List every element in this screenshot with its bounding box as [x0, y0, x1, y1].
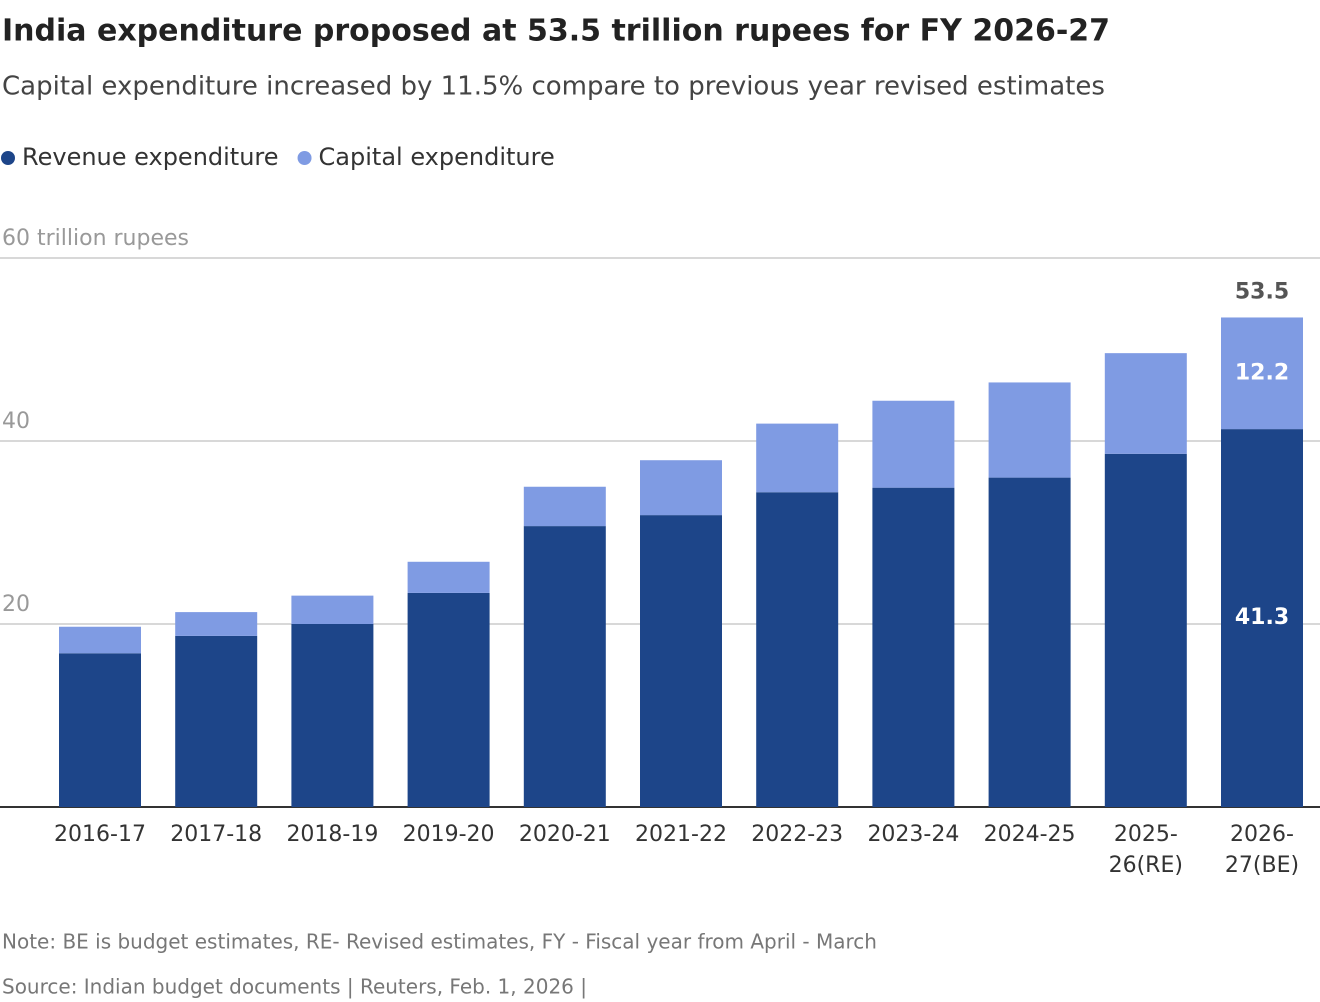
bar-segment — [640, 460, 722, 516]
bar-segment — [640, 515, 722, 807]
x-tick-label: 2019-20 — [403, 822, 495, 847]
bar-segment — [1221, 317, 1303, 430]
chart-title: India expenditure proposed at 53.5 trill… — [2, 14, 1110, 49]
bar-segment — [59, 626, 141, 654]
x-tick-label: 2021-22 — [635, 822, 727, 847]
x-tick-label: 2020-21 — [519, 822, 611, 847]
data-label: 41.3 — [1235, 605, 1289, 630]
legend-label: Revenue expenditure — [22, 143, 279, 171]
bar-segment — [988, 382, 1071, 478]
bar-segment — [756, 492, 839, 807]
x-tick-label-line: 27(BE) — [1225, 853, 1299, 878]
x-tick-label: 2022-23 — [751, 822, 843, 847]
bar-segment — [523, 486, 606, 527]
source: Source: Indian budget documents | Reuter… — [2, 975, 587, 999]
x-tick-label-line: 26(RE) — [1109, 853, 1183, 878]
x-tick-label: 2026- 27(BE) — [1225, 822, 1299, 878]
x-tick-label: 2018-19 — [286, 822, 378, 847]
y-tick-label: 40 — [2, 409, 30, 434]
bar-segment — [1221, 429, 1303, 807]
x-tick-label: 2025- 26(RE) — [1109, 822, 1183, 878]
bar-segment — [1104, 353, 1187, 454]
bar-segment — [1104, 453, 1187, 807]
x-tick-label: 2017-18 — [170, 822, 262, 847]
legend-marker — [1, 151, 15, 165]
x-tick-label: 2023-24 — [867, 822, 959, 847]
bar-segment — [175, 612, 258, 636]
bar-segment — [407, 561, 490, 593]
y-tick-label: 60 trillion rupees — [2, 226, 189, 251]
bar-segment — [175, 635, 258, 807]
x-tick-label: 2024-25 — [984, 822, 1076, 847]
bar-segment — [988, 477, 1071, 807]
note: Note: BE is budget estimates, RE- Revise… — [2, 930, 877, 954]
bar-segment — [291, 595, 374, 624]
bar-segment — [872, 487, 955, 807]
x-tick-label-line: 2025- — [1114, 822, 1178, 847]
legend-marker — [297, 151, 312, 165]
bar-segment — [756, 423, 839, 493]
data-label: 12.2 — [1235, 360, 1289, 385]
bar-segment — [59, 653, 141, 807]
total-label: 53.5 — [1235, 279, 1289, 304]
bar-segment — [523, 526, 606, 807]
legend-label: Capital expenditure — [319, 143, 555, 171]
bar-segment — [872, 400, 955, 488]
chart-subtitle: Capital expenditure increased by 11.5% c… — [2, 72, 1105, 102]
y-tick-label: 20 — [2, 592, 30, 617]
bar-segment — [407, 592, 490, 807]
x-tick-label-line: 2026- — [1230, 822, 1294, 847]
bar-segment — [291, 624, 374, 807]
x-tick-label: 2016-17 — [54, 822, 146, 847]
